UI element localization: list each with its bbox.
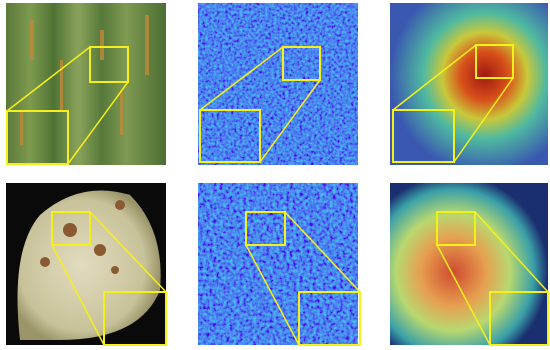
zoom-annotations [6,44,549,346]
panel-leaf-2 [6,183,166,345]
panel-heatmap-1 [390,3,548,165]
panel-heatmap-2 [390,183,548,345]
panel-saliency-2 [198,183,358,345]
panel-leaf-1 [6,3,166,165]
panel-saliency-1 [198,3,358,165]
